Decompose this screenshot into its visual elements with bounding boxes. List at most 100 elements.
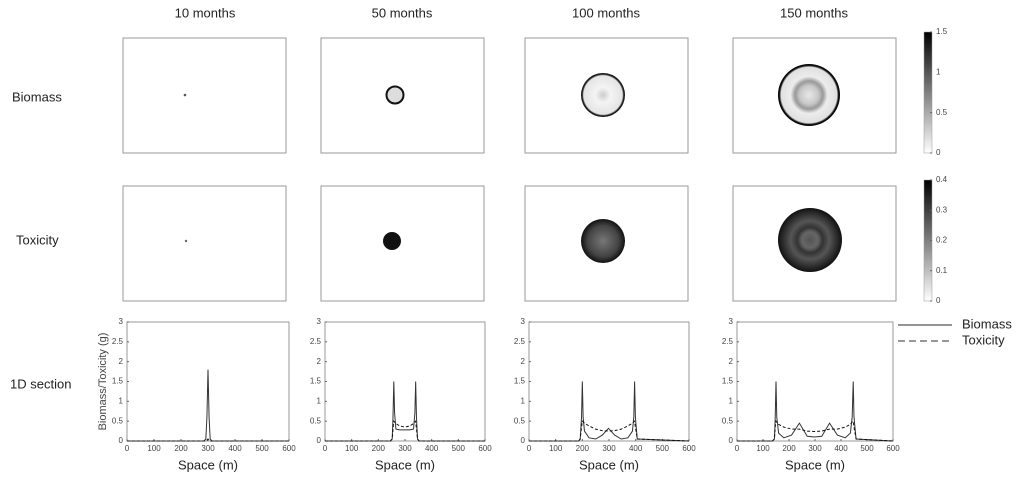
row-label: Biomass (12, 89, 62, 104)
y-tick-label: 2.5 (310, 337, 322, 346)
x-tick-label: 600 (478, 444, 492, 453)
y-tick-label: 1 (521, 396, 526, 405)
colorbar-tick-label: 0.4 (936, 175, 948, 184)
colorbar-tick-label: 0.2 (936, 236, 948, 245)
x-tick-label: 400 (425, 444, 439, 453)
plot-frame (528, 321, 690, 442)
y-tick-label: 2 (317, 357, 322, 366)
y-tick-label: 0.5 (514, 416, 526, 425)
y-tick-label: 2.5 (514, 337, 526, 346)
x-tick-label: 100 (756, 444, 770, 453)
plot-frame (324, 321, 486, 442)
y-tick-label: 1 (729, 396, 734, 405)
row-label: 1D section (10, 376, 71, 391)
column-title: 50 months (372, 5, 433, 20)
colorbar-tick-label: 1.5 (936, 27, 948, 36)
y-axis-label: Biomass/Toxicity (g) (97, 333, 109, 431)
x-tick-label: 200 (372, 444, 386, 453)
biomass-ring (581, 73, 625, 117)
y-tick-label: 1.5 (112, 377, 124, 386)
series-line (737, 381, 894, 442)
y-tick-label: 2 (119, 357, 124, 366)
colorbar-tick-label: 0.5 (936, 108, 948, 117)
y-tick-label: 0 (317, 436, 322, 445)
y-tick-label: 0.5 (112, 416, 124, 425)
y-tick-label: 0 (119, 436, 124, 445)
series-line (325, 420, 485, 442)
x-tick-label: 0 (527, 444, 532, 453)
y-tick-label: 2 (521, 357, 526, 366)
x-tick-label: 400 (629, 444, 643, 453)
y-tick-label: 1 (119, 396, 124, 405)
y-tick-label: 3 (729, 317, 734, 326)
legend-label: Biomass (962, 316, 1012, 331)
biomass-ring (778, 64, 840, 126)
x-tick-label: 0 (323, 444, 328, 453)
x-tick-label: 0 (735, 444, 740, 453)
x-tick-label: 100 (549, 444, 563, 453)
x-tick-label: 100 (345, 444, 359, 453)
x-tick-label: 200 (174, 444, 188, 453)
x-tick-label: 300 (808, 444, 822, 453)
row-label: Toxicity (16, 232, 59, 247)
legend-label: Toxicity (962, 332, 1005, 347)
y-tick-label: 0.5 (722, 416, 734, 425)
x-tick-label: 300 (201, 444, 215, 453)
x-tick-label: 300 (398, 444, 412, 453)
colorbar-tick-label: 1 (936, 67, 941, 76)
y-tick-label: 0 (521, 436, 526, 445)
biomass-ring (385, 85, 405, 105)
x-tick-label: 500 (452, 444, 466, 453)
x-tick-label: 600 (886, 444, 900, 453)
x-tick-label: 500 (656, 444, 670, 453)
y-tick-label: 2.5 (112, 337, 124, 346)
x-tick-label: 200 (782, 444, 796, 453)
series-line (529, 420, 690, 442)
x-tick-label: 600 (682, 444, 696, 453)
y-tick-label: 3 (521, 317, 526, 326)
plot-frame (736, 321, 894, 442)
x-tick-label: 100 (147, 444, 161, 453)
y-tick-label: 1.5 (514, 377, 526, 386)
colorbar-tick-label: 0.1 (936, 266, 948, 275)
colorbar-tick-label: 0 (936, 148, 941, 157)
toxicity-spot (184, 239, 188, 243)
series-line (127, 438, 289, 442)
x-tick-label: 300 (602, 444, 616, 453)
x-axis-label: Space (m) (178, 457, 238, 472)
x-tick-label: 500 (860, 444, 874, 453)
y-tick-label: 1 (317, 396, 322, 405)
x-axis-label: Space (m) (785, 457, 845, 472)
x-tick-label: 600 (282, 444, 296, 453)
toxicity-disc (383, 232, 401, 250)
x-tick-label: 500 (255, 444, 269, 453)
x-axis-label: Space (m) (579, 457, 639, 472)
y-tick-label: 0.5 (310, 416, 322, 425)
x-tick-label: 400 (228, 444, 242, 453)
column-title: 150 months (780, 5, 848, 20)
toxicity-disc (778, 208, 842, 272)
colorbar-tick-label: 0 (936, 296, 941, 305)
y-tick-label: 3 (119, 317, 124, 326)
series-line (127, 369, 289, 442)
toxicity-disc (581, 219, 625, 263)
map-frame (122, 37, 287, 154)
y-tick-label: 2.5 (722, 337, 734, 346)
x-axis-label: Space (m) (375, 457, 435, 472)
colorbar (923, 31, 933, 154)
column-title: 10 months (175, 5, 236, 20)
x-tick-label: 0 (125, 444, 130, 453)
spatial-maps (122, 37, 897, 302)
y-tick-label: 3 (317, 317, 322, 326)
series-line (325, 381, 485, 442)
y-tick-label: 1.5 (722, 377, 734, 386)
map-frame (122, 185, 287, 302)
biomass-spot (183, 93, 187, 97)
y-tick-label: 2 (729, 357, 734, 366)
x-tick-label: 200 (576, 444, 590, 453)
x-tick-label: 400 (834, 444, 848, 453)
y-tick-label: 0 (729, 436, 734, 445)
colorbar-tick-label: 0.3 (936, 205, 948, 214)
series-line (529, 381, 690, 442)
